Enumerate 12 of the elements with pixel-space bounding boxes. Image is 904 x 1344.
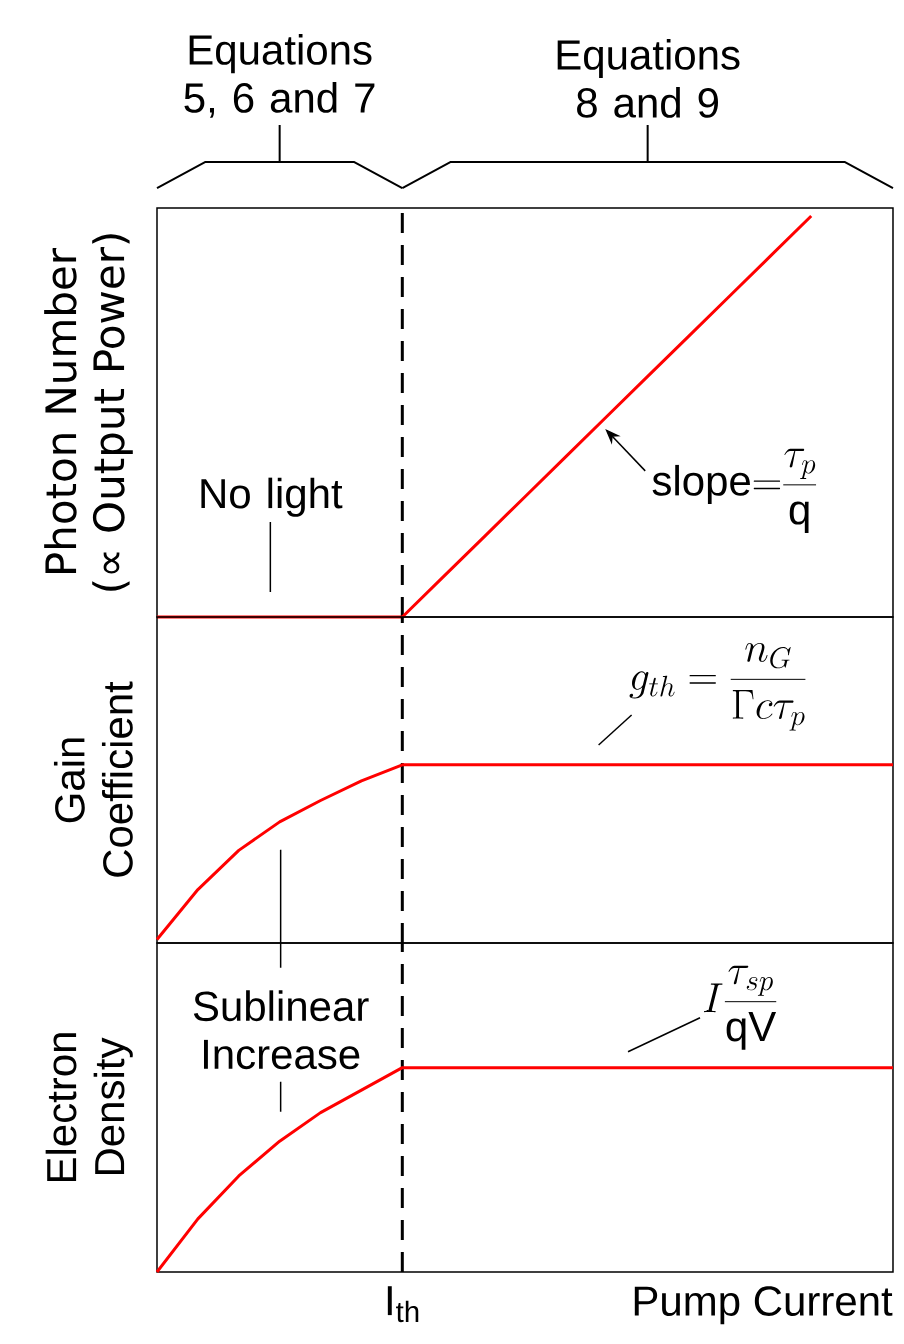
text: $g_{th}=\dfrac{n_G}{\Gamma c\tau_p}$ [629, 642, 806, 731]
x-axis-title: Pump Current [634, 1286, 893, 1325]
y-axis-title: Gain Coefficient [53, 681, 133, 877]
annotation: $\mathrm{slope}{=}\dfrac{\tau_p}{\mathrm{q}}$ [652, 448, 817, 533]
text: Equations 5, 6 and 7 [184, 34, 375, 118]
annotation: No light [201, 477, 343, 517]
y-axis-title: Photon Number (∝ Output Power) [44, 234, 133, 591]
annotation: Sublinear Increase [193, 990, 369, 1070]
y-axis-title: Electron Density [45, 1033, 133, 1182]
text: Equations 8 and 9 [557, 38, 740, 118]
text: $I\dfrac{\tau_{sp}}{\mathrm{qV}}$ [703, 965, 777, 1050]
text: I$_{th}$ [387, 1286, 419, 1323]
